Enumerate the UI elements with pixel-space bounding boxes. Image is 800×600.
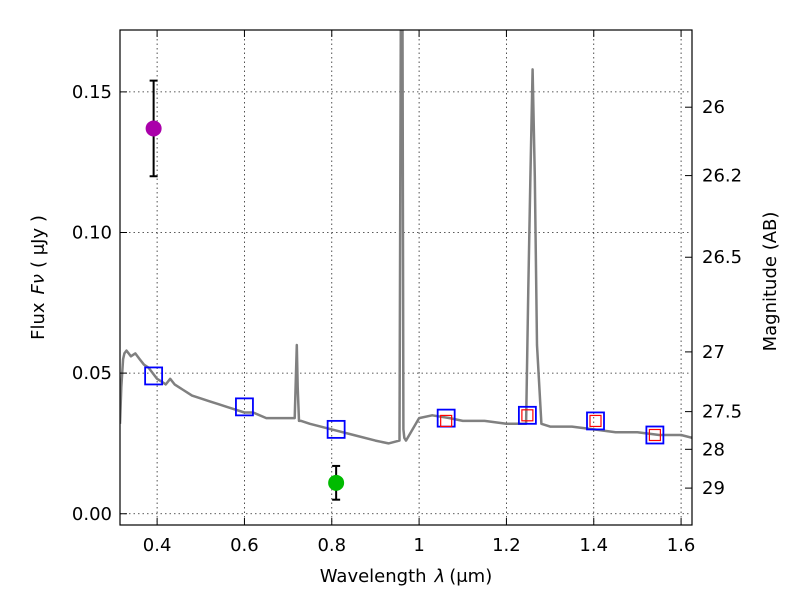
x-tick-label: 0.8 [317,535,346,556]
x-tick-label: 1.2 [492,535,521,556]
mag-tick-label: 26 [702,97,725,118]
y-tick-label: 0.15 [72,82,112,103]
model-flux-square [517,405,537,425]
model-flux-square [586,411,605,431]
plot-frame [119,29,693,526]
grid-lines [120,30,692,525]
model-spectrum [120,30,692,445]
model-flux-square [144,366,164,386]
tick-marks [120,30,692,525]
x-tick-label: 1.4 [579,535,608,556]
tick-labels: 0.4 0.6 0.8 1 1.2 1.4 1.6 0.00 0.05 0.10 0.15 26 26.… [72,82,742,556]
observed-flux-square [648,428,661,442]
model-spectrum-line [120,30,692,445]
photometry-point [328,474,345,491]
observed-flux-square [521,409,534,422]
y-tick-label: 0.10 [72,223,112,244]
x-tick-label: 0.4 [143,535,172,556]
x-axis-label: Wavelength λ (μm) [320,566,492,587]
observed-flux-square [589,414,602,428]
mag-tick-label: 26.5 [702,247,742,268]
model-flux-square [645,425,665,445]
photometry-point [145,120,162,137]
x-tick-label: 1.6 [667,535,696,556]
y-tick-label: 0.00 [72,504,112,525]
data-points [144,79,665,501]
mag-tick-label: 27.5 [702,402,742,423]
mag-tick-label: 26.2 [702,166,742,187]
y-axis-label: FluxFν( μJy ) [28,215,49,340]
y2-axis-label: Magnitude (AB) [760,212,781,352]
x-tick-label: 0.6 [230,535,259,556]
mag-tick-label: 28 [702,439,725,460]
mag-tick-label: 29 [702,478,725,499]
x-tick-label: 1 [413,535,424,556]
mag-tick-label: 27 [702,342,725,363]
observed-flux-square [440,414,453,428]
model-flux-square [235,397,254,417]
y-tick-label: 0.05 [72,363,112,384]
model-flux-square [326,419,346,439]
